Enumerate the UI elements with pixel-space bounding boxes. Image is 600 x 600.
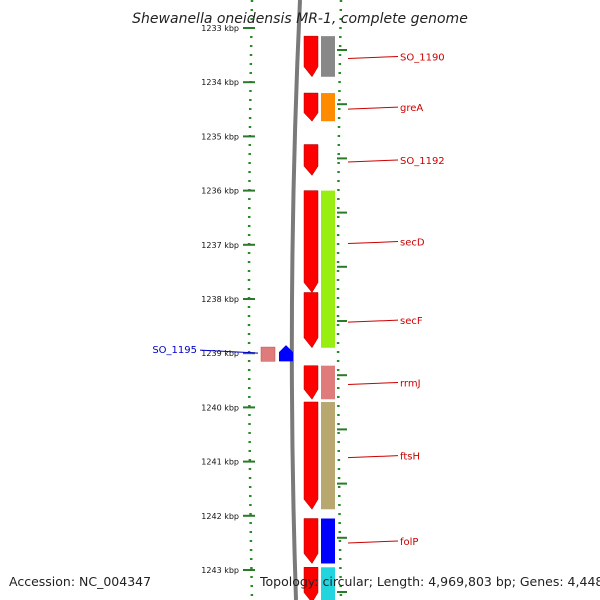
reverse-cog-arrow (279, 345, 293, 362)
gene-leader-line (199, 349, 259, 354)
tick-label: 1236 kbp (201, 187, 239, 196)
tick-label: 1235 kbp (201, 132, 239, 141)
gene-layer (260, 35, 335, 600)
gene-leader-line (347, 55, 399, 59)
cog-block (321, 567, 335, 600)
tick-label: 1242 kbp (201, 512, 239, 521)
cog-block (321, 518, 335, 564)
cog-block (321, 36, 335, 77)
cds-arrow (303, 292, 319, 349)
minor-tick-track-right (336, 0, 343, 600)
gene-label: ftsH (400, 452, 420, 463)
cds-arrow (303, 567, 319, 600)
tick-label: 1240 kbp (201, 403, 239, 412)
label-layer: SO_1190 greA SO_1192 secD secF SO_1195 rrmJ fts… (152, 52, 444, 548)
tick-label: 1234 kbp (201, 78, 239, 87)
cds-arrow (303, 35, 319, 78)
gene-leader-line (347, 159, 399, 163)
gene-leader-line (347, 455, 399, 459)
gene-label: greA (400, 103, 423, 114)
backbone-line (289, 0, 302, 600)
genome-stats-text: Topology: circular; Length: 4,969,803 bp… (260, 574, 600, 589)
cog-block (321, 365, 335, 400)
cog-block (321, 292, 335, 348)
gene-leader-line (347, 241, 399, 245)
cds-arrow (303, 365, 319, 400)
reverse-cds-block (260, 346, 276, 362)
cds-arrow (303, 518, 319, 564)
gene-label: secD (400, 238, 425, 249)
accession-text: Accession: NC_004347 (9, 574, 152, 589)
cds-arrow (303, 92, 319, 122)
tick-label: 1233 kbp (201, 24, 239, 33)
gene-leader-line (347, 381, 399, 385)
gene-label: SO_1195 (152, 345, 197, 356)
ruler-layer: 1233 kbp 1234 kbp 1235 kbp 1236 kbp 1237 kbp… (201, 24, 347, 593)
gene-label: rrmJ (400, 378, 421, 389)
map-title: Shewanella oneidensis MR-1, complete gen… (132, 11, 468, 27)
cds-arrow (303, 401, 319, 510)
tick-label: 1238 kbp (201, 295, 239, 304)
tick-label: 1243 kbp (201, 566, 239, 575)
gene-label: folP (400, 537, 418, 548)
cog-block (321, 401, 335, 510)
tick-label: 1237 kbp (201, 241, 239, 250)
gene-leader-line (347, 106, 399, 110)
gene-leader-line (347, 319, 399, 323)
tick-label: 1241 kbp (201, 458, 239, 467)
gene-label: SO_1192 (400, 156, 445, 167)
cds-arrow (303, 144, 319, 176)
gene-label: secF (400, 316, 423, 327)
cds-arrow (303, 190, 319, 293)
cog-block (321, 190, 335, 293)
backbone-layer (247, 0, 343, 600)
gene-label: SO_1190 (400, 52, 445, 63)
tick-label: 1239 kbp (201, 349, 239, 358)
cog-block (321, 93, 335, 122)
gene-leader-line (347, 540, 399, 544)
